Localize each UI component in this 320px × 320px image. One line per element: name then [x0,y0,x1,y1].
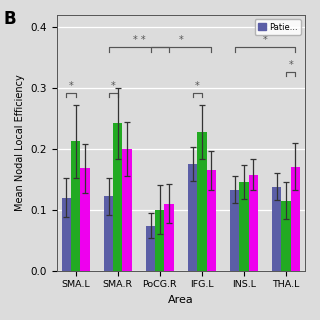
Bar [71,141,80,271]
Bar [206,170,216,271]
Bar [291,167,300,271]
Legend: Patie...: Patie... [255,19,301,35]
Y-axis label: Mean Nodal Local Efficiency: Mean Nodal Local Efficiency [15,75,25,211]
Bar [123,149,132,271]
Text: B: B [3,10,16,28]
Bar [62,198,71,271]
Bar [104,196,113,271]
Text: *: * [179,36,183,45]
Text: *: * [69,81,74,91]
Bar [281,201,291,271]
Text: *: * [288,60,293,70]
Bar [188,164,197,271]
Text: * *: * * [132,36,145,45]
Bar [239,182,249,271]
Text: *: * [263,36,268,45]
Bar [155,210,164,271]
Text: *: * [195,81,200,91]
Bar [164,204,174,271]
Bar [113,124,123,271]
Bar [249,174,258,271]
Bar [230,190,239,271]
Bar [146,226,155,271]
Bar [197,132,206,271]
X-axis label: Area: Area [168,295,194,305]
Bar [80,168,90,271]
Bar [272,187,281,271]
Text: *: * [111,81,116,91]
